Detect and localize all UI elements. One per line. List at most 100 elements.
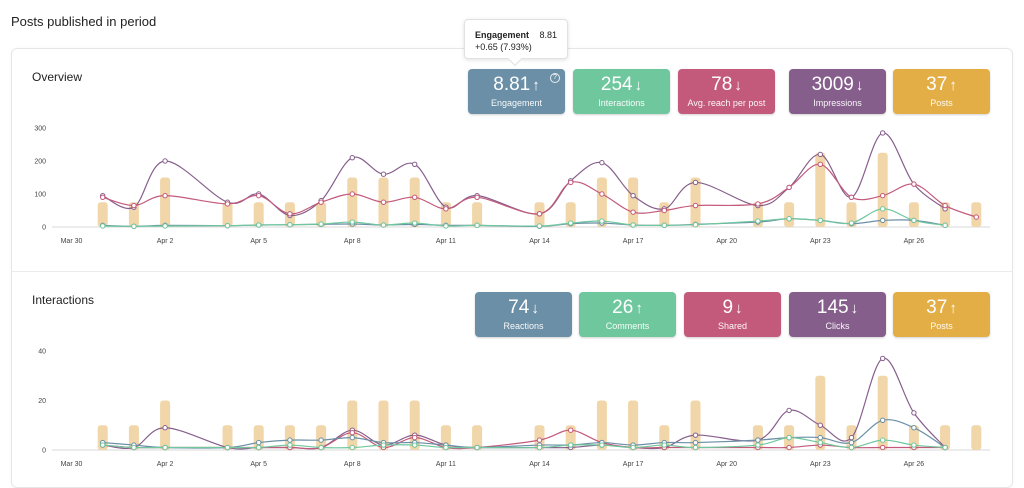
data-point: [817, 439, 823, 446]
kpi-reactions[interactable]: 74 ↓ Reactions: [475, 292, 572, 337]
data-point: [661, 222, 667, 229]
data-point: [599, 159, 605, 166]
arrow-icon: ↑: [949, 77, 957, 94]
kpi-interactions[interactable]: 254 ↓ Interactions: [573, 69, 670, 114]
data-point: [880, 192, 886, 199]
kpi-label: Clicks: [825, 321, 850, 331]
data-point: [692, 179, 699, 186]
arrow-icon: ↑: [532, 77, 540, 94]
kpi-label: Reactions: [503, 321, 544, 331]
arrow-icon: ↑: [635, 300, 643, 317]
x-tick-label: Apr 20: [716, 238, 737, 245]
data-point: [380, 171, 387, 177]
data-point: [692, 202, 699, 209]
data-point: [692, 444, 699, 451]
overview-title: Overview: [32, 70, 83, 84]
data-point: [536, 437, 543, 443]
data-point: [256, 444, 262, 451]
data-point: [880, 355, 886, 362]
kpi-posts-interactions[interactable]: 37 ↑ Posts: [893, 292, 990, 337]
data-point: [412, 220, 418, 226]
data-point: [755, 442, 761, 448]
data-point: [599, 442, 605, 448]
data-point: [568, 442, 574, 448]
data-point: [162, 223, 168, 229]
kpi-clicks[interactable]: 145 ↓ Clicks: [789, 292, 886, 337]
data-point: [817, 161, 823, 168]
data-point: [692, 221, 699, 228]
y-tick-label: 0: [42, 448, 46, 455]
data-point: [817, 422, 823, 428]
data-point: [162, 158, 168, 164]
y-tick-label: 40: [38, 349, 46, 356]
data-point: [474, 444, 480, 451]
data-point: [474, 222, 480, 229]
data-point: [786, 184, 792, 191]
data-point: [911, 410, 917, 416]
data-point: [630, 192, 636, 199]
data-point: [880, 217, 886, 224]
kpi-posts[interactable]: 37 ↑ Posts: [893, 69, 990, 114]
kpi-label: Interactions: [598, 98, 645, 108]
data-point: [162, 425, 168, 431]
posts-bar: [565, 425, 576, 450]
data-point: [848, 220, 855, 226]
arrow-icon: ↓: [734, 77, 742, 94]
help-icon[interactable]: ?: [550, 73, 560, 83]
data-point: [880, 437, 886, 443]
data-point: [911, 442, 917, 448]
data-point: [599, 218, 605, 224]
kpi-avg-reach[interactable]: 78 ↓ Avg. reach per post: [678, 69, 775, 114]
data-point: [661, 207, 667, 214]
kpi-comments[interactable]: 26 ↑ Comments: [579, 292, 676, 337]
x-tick-label: Mar 30: [61, 238, 83, 245]
posts-bar: [846, 202, 857, 227]
engagement-tooltip: Engagement 8.81 +0.65 (7.93%): [464, 19, 568, 67]
data-point: [162, 192, 168, 199]
data-point: [380, 199, 387, 205]
posts-bar: [596, 177, 607, 227]
posts-bar: [628, 177, 639, 227]
posts-bar: [472, 202, 483, 227]
data-point: [692, 432, 699, 438]
data-point: [256, 192, 262, 199]
data-point: [817, 434, 823, 441]
arrow-icon: ↓: [850, 300, 859, 317]
data-point: [942, 444, 948, 451]
data-point: [287, 442, 293, 448]
kpi-impressions[interactable]: 3009 ↓ Impressions: [789, 69, 886, 114]
kpi-value: 78: [711, 74, 733, 95]
data-point: [755, 218, 761, 224]
tooltip-delta: +0.65 (7.93%): [475, 42, 532, 52]
data-point: [380, 442, 387, 448]
arrow-icon: ↓: [531, 300, 539, 317]
data-point: [942, 202, 948, 209]
posts-bar: [409, 177, 420, 227]
data-point: [349, 434, 355, 441]
kpi-value: 3009: [811, 74, 854, 95]
kpi-label: Impressions: [813, 98, 862, 108]
data-point: [880, 206, 886, 212]
x-tick-label: Apr 17: [623, 461, 644, 468]
kpi-label: Engagement: [490, 98, 543, 108]
kpi-engagement[interactable]: 8.81 ↑ Engagement ?: [468, 69, 565, 114]
posts-bar: [815, 375, 826, 450]
kpi-shared[interactable]: 9 ↓ Shared: [684, 292, 781, 337]
overview-chart: 0 100 200 300 Mar 30 Apr 2 Apr 5 Apr 8 Apr 11 Apr…: [34, 126, 990, 245]
x-tick-label: Apr 14: [529, 461, 550, 468]
data-point: [817, 151, 823, 158]
posts-bar: [222, 425, 233, 450]
arrow-icon: ↑: [949, 300, 957, 317]
posts-bar: [160, 177, 171, 227]
x-tick-label: Apr 20: [716, 461, 737, 468]
data-point: [599, 191, 605, 197]
kpi-label: Posts: [930, 98, 953, 108]
y-tick-label: 200: [34, 159, 46, 166]
y-tick-label: 300: [34, 126, 46, 133]
data-point: [349, 219, 355, 225]
data-point: [630, 209, 636, 215]
data-point: [692, 439, 699, 446]
x-tick-label: Mar 30: [61, 461, 83, 468]
data-point: [349, 191, 355, 197]
posts-bar: [940, 425, 951, 450]
